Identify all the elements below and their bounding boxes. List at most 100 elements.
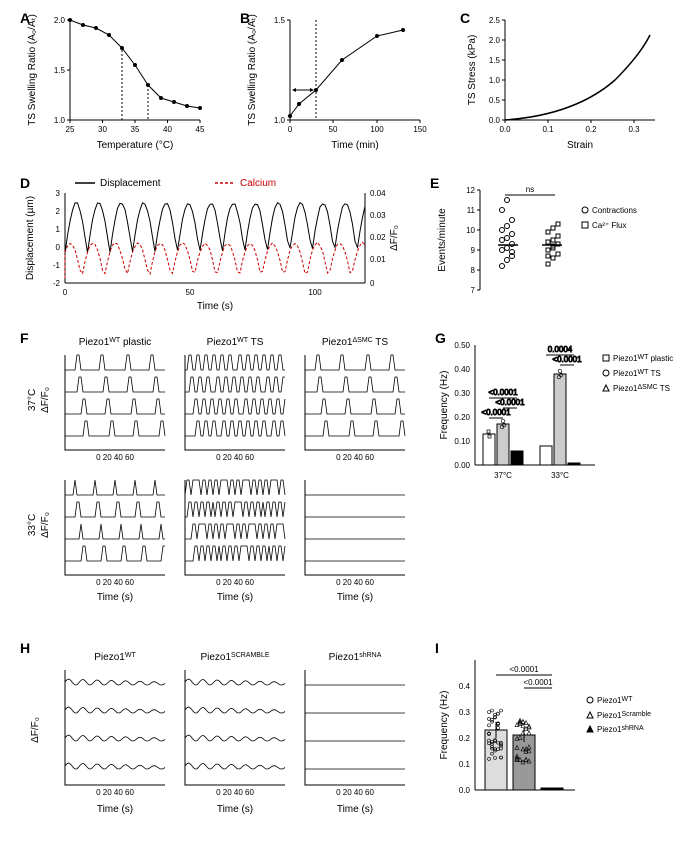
svg-text:1: 1	[56, 225, 61, 234]
panel-d-yllabel: Displacement (µm)	[25, 196, 36, 280]
panel-e-label: E	[430, 175, 439, 191]
svg-text:1.0: 1.0	[274, 116, 286, 125]
panel-d-yrticks: 0.04 0.03 0.02 0.01 0	[370, 189, 386, 288]
svg-text:9: 9	[471, 246, 476, 255]
svg-text:1.0: 1.0	[54, 116, 66, 125]
panel-c: C 2.5 2.0 1.5 1.0 0.5 0.0 0.0 0.1 0.2 0.…	[460, 10, 670, 160]
svg-text:0 20 40 60: 0 20 40 60	[96, 453, 134, 462]
i-yticks: 0.4 0.3 0.2 0.1 0.0	[459, 682, 471, 795]
svg-text:0.5: 0.5	[489, 96, 501, 105]
e-leg-contractions: Contractions	[592, 206, 637, 215]
svg-text:Piezo1WT: Piezo1WT	[597, 696, 633, 705]
svg-text:3: 3	[56, 189, 61, 198]
svg-text:0.20: 0.20	[454, 413, 470, 422]
h-xlabel-3: Time (s)	[337, 804, 373, 815]
panel-b-xlabel: Time (min)	[331, 140, 378, 151]
svg-text:50: 50	[329, 125, 338, 134]
svg-text:0.0: 0.0	[489, 116, 501, 125]
svg-text:0 20 40 60: 0 20 40 60	[96, 788, 134, 797]
svg-text:Piezo1WT plastic: Piezo1WT plastic	[613, 354, 673, 363]
i-p2: <0.0001	[523, 678, 553, 687]
panel-c-xticks: 0.0 0.1 0.2 0.3	[499, 120, 640, 134]
h-titles: Piezo1WT Piezo1SCRAMBLE Piezo1shRNA	[94, 652, 381, 663]
svg-text:0 20 40 60: 0 20 40 60	[216, 788, 254, 797]
svg-text:2.0: 2.0	[489, 36, 501, 45]
svg-text:0.03: 0.03	[370, 211, 386, 220]
svg-text:1.5: 1.5	[274, 16, 286, 25]
svg-text:0.3: 0.3	[459, 708, 471, 717]
panel-a-xlabel: Temperature (°C)	[97, 140, 174, 151]
svg-text:Piezo1ΔSMC TS: Piezo1ΔSMC TS	[613, 384, 670, 393]
g-x2: 33°C	[551, 471, 569, 480]
panel-b: B 1.5 1.0 0 50 100 150 Time (min) TS Swe	[240, 10, 440, 160]
panel-i-label: I	[435, 640, 439, 656]
svg-text:Piezo1Scramble: Piezo1Scramble	[597, 711, 651, 720]
svg-text:0 20 40 60: 0 20 40 60	[216, 453, 254, 462]
svg-text:0.40: 0.40	[454, 365, 470, 374]
panel-d-xticks: 0 50 100	[63, 288, 322, 297]
svg-text:0.00: 0.00	[454, 461, 470, 470]
svg-text:0: 0	[56, 243, 61, 252]
panel-a-label: A	[20, 10, 30, 26]
panel-d-chart: Displacement Calcium 3 2 1 0 -1 -2 0.04 …	[20, 175, 400, 315]
svg-text:Piezo1WT: Piezo1WT	[94, 652, 136, 663]
svg-text:0.0: 0.0	[499, 125, 511, 134]
panel-h: H Piezo1WT Piezo1SCRAMBLE Piezo1shRNA ΔF…	[20, 640, 420, 830]
i-ylabel: Frequency (Hz)	[439, 691, 450, 760]
svg-text:0.10: 0.10	[454, 437, 470, 446]
svg-text:100: 100	[308, 288, 322, 297]
svg-text:0: 0	[63, 288, 68, 297]
svg-text:Piezo1shRNA: Piezo1shRNA	[597, 725, 644, 734]
panel-e-ylabel: Events/minute	[437, 208, 448, 272]
panel-a-xticks: 25 30 35 40 45	[66, 120, 205, 134]
ns-label: ns	[526, 185, 534, 194]
g-p2: <0.0001	[495, 398, 525, 407]
panel-g-chart: 0.50 0.40 0.30 0.20 0.10 0.00	[435, 330, 675, 500]
f-ylabel-2: ΔF/F₀	[40, 512, 51, 538]
svg-text:0.04: 0.04	[370, 189, 386, 198]
svg-text:0.30: 0.30	[454, 389, 470, 398]
svg-text:150: 150	[413, 125, 427, 134]
g-p4: <0.0001	[552, 355, 582, 364]
svg-text:Piezo1ΔSMC TS: Piezo1ΔSMC TS	[322, 337, 389, 348]
panel-a: A 2.0 1.5 1.0 25 30 35 40 45	[20, 10, 220, 160]
panel-e: E 12 11 10 9 8 7 ns Contractions	[430, 175, 670, 315]
svg-text:0.02: 0.02	[370, 233, 386, 242]
panel-i-chart: 0.4 0.3 0.2 0.1 0.0 <0.0001 <0.0001 Freq…	[435, 640, 675, 830]
svg-text:7: 7	[471, 286, 476, 295]
svg-text:0.1: 0.1	[542, 125, 554, 134]
svg-text:33°C: 33°C	[27, 514, 38, 536]
svg-text:Piezo1shRNA: Piezo1shRNA	[329, 652, 382, 663]
panel-f-label: F	[20, 330, 29, 346]
svg-text:0 20 40 60: 0 20 40 60	[96, 578, 134, 587]
g-ylabel: Frequency (Hz)	[439, 371, 450, 440]
svg-text:1.5: 1.5	[54, 66, 66, 75]
svg-text:-1: -1	[53, 261, 61, 270]
panel-c-chart: 2.5 2.0 1.5 1.0 0.5 0.0 0.0 0.1 0.2 0.3 …	[460, 10, 670, 160]
panel-d-leg2: Calcium	[240, 178, 276, 189]
svg-text:45: 45	[196, 125, 205, 134]
svg-text:Piezo1WT TS: Piezo1WT TS	[613, 369, 661, 378]
g-yticks: 0.50 0.40 0.30 0.20 0.10 0.00	[454, 341, 470, 470]
svg-text:1.5: 1.5	[489, 56, 501, 65]
h-xlabel-1: Time (s)	[97, 804, 133, 815]
h-ylabel: ΔF/F₀	[30, 717, 41, 743]
g-p3: <0.0001	[488, 388, 518, 397]
panel-h-label: H	[20, 640, 30, 656]
panel-e-chart: 12 11 10 9 8 7 ns Contractions Ca²⁺ Flux…	[430, 175, 670, 315]
svg-text:0.4: 0.4	[459, 682, 471, 691]
svg-text:10: 10	[466, 226, 475, 235]
svg-text:100: 100	[370, 125, 384, 134]
panel-d-xlabel: Time (s)	[197, 301, 233, 312]
svg-text:40: 40	[163, 125, 172, 134]
panel-b-xticks: 0 50 100 150	[288, 120, 427, 134]
panel-d-label: D	[20, 175, 30, 191]
svg-text:37°C: 37°C	[27, 389, 38, 411]
svg-text:2.5: 2.5	[489, 16, 501, 25]
svg-text:1.0: 1.0	[489, 76, 501, 85]
panel-h-chart: Piezo1WT Piezo1SCRAMBLE Piezo1shRNA ΔF/F…	[20, 640, 420, 830]
svg-text:Piezo1WT TS: Piezo1WT TS	[207, 337, 264, 348]
svg-text:2.0: 2.0	[54, 16, 66, 25]
panel-g-label: G	[435, 330, 446, 346]
i-p1: <0.0001	[509, 665, 539, 674]
